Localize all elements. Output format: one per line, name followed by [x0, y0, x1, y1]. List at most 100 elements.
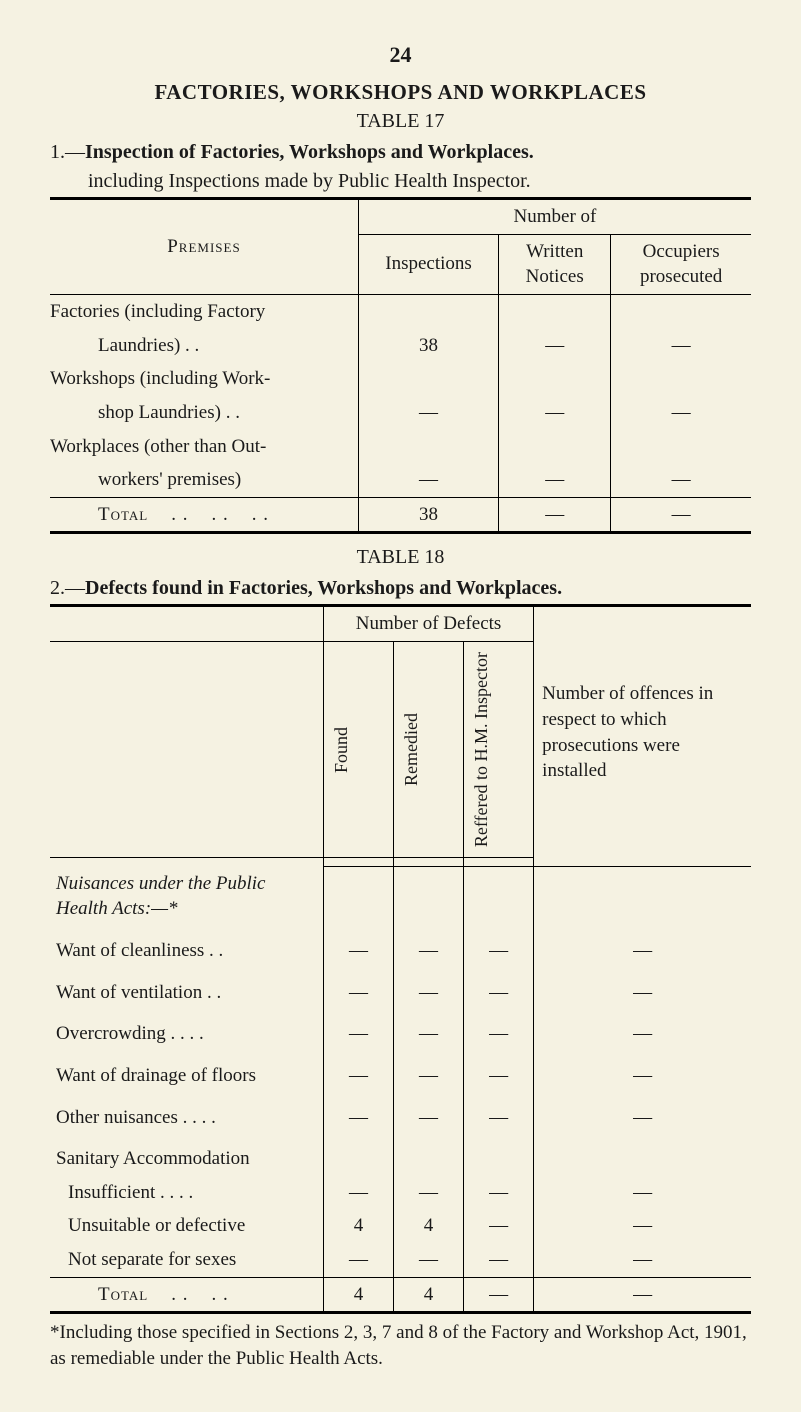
cell: —: [464, 1209, 534, 1243]
cell: 4: [393, 1209, 463, 1243]
table-row: Overcrowding . . . . — — — —: [50, 1017, 751, 1051]
row-label-cont: workers' premises): [50, 463, 358, 497]
col-remedied-text: Remedied: [400, 707, 424, 792]
cell: —: [464, 934, 534, 968]
table-row: Want of ventilation . . — — — —: [50, 976, 751, 1010]
total-label: Total . . . .: [50, 1277, 323, 1313]
table-row: Want of drainage of floors — — — —: [50, 1059, 751, 1093]
cell: [464, 867, 534, 926]
main-title: FACTORIES, WORKSHOPS AND WORKPLACES: [50, 78, 751, 106]
cell: [534, 867, 751, 926]
row-label-cont: Laundries) . .: [50, 329, 358, 363]
cell: —: [464, 1176, 534, 1210]
group-header-row: Nuisances under the Public Health Acts:—…: [50, 867, 751, 926]
cell: [464, 1142, 534, 1176]
cell: —: [393, 934, 463, 968]
group2-header: Sanitary Accommodation: [50, 1142, 323, 1176]
cell: —: [464, 1101, 534, 1135]
cell: —: [611, 497, 751, 533]
row-label: Want of drainage of floors: [50, 1059, 323, 1093]
cell: —: [323, 934, 393, 968]
page-number: 24: [50, 40, 751, 70]
table17-sub: including Inspections made by Public Hea…: [50, 168, 751, 195]
cell: —: [393, 976, 463, 1010]
row-label: Factories (including Factory: [50, 294, 358, 328]
footnote: *Including those specified in Sections 2…: [50, 1320, 751, 1371]
cell: —: [358, 396, 498, 430]
premises-header: Premises: [50, 199, 358, 295]
cell: 4: [393, 1277, 463, 1313]
table-row: Insufficient . . . . — — — —: [50, 1176, 751, 1210]
cell: [611, 362, 751, 396]
cell: —: [534, 1176, 751, 1210]
col-reffered-text: Reffered to H.M. Inspector: [470, 646, 494, 853]
cell: —: [534, 934, 751, 968]
cell: [534, 1142, 751, 1176]
table17-label: TABLE 17: [50, 108, 751, 135]
table-row: Laundries) . . 38 — —: [50, 329, 751, 363]
cell: [499, 430, 611, 464]
cell: 38: [358, 497, 498, 533]
cell: —: [499, 396, 611, 430]
cell: —: [534, 1209, 751, 1243]
row-label: Unsuitable or defective: [50, 1209, 323, 1243]
table-row: Unsuitable or defective 4 4 — —: [50, 1209, 751, 1243]
col-remedied: Remedied: [393, 642, 463, 858]
cell: —: [393, 1176, 463, 1210]
cell: 4: [323, 1209, 393, 1243]
table-row: Not separate for sexes — — — —: [50, 1243, 751, 1277]
cell: —: [393, 1101, 463, 1135]
cell: —: [499, 329, 611, 363]
intro-bold: Defects found in Factories, Workshops an…: [85, 577, 562, 599]
col-found-text: Found: [330, 721, 354, 779]
row-label: Other nuisances . . . .: [50, 1101, 323, 1135]
row-label: Insufficient . . . .: [50, 1176, 323, 1210]
col-found: Found: [323, 642, 393, 858]
row-label: Not separate for sexes: [50, 1243, 323, 1277]
intro-num: 1.—: [50, 141, 85, 163]
table-row: workers' premises) — — —: [50, 463, 751, 497]
cell: —: [534, 1059, 751, 1093]
table-row: Factories (including Factory: [50, 294, 751, 328]
blank-header: [50, 642, 323, 858]
table-row: Other nuisances . . . . — — — —: [50, 1101, 751, 1135]
table-row: Want of cleanliness . . — — — —: [50, 934, 751, 968]
col-reffered: Reffered to H.M. Inspector: [464, 642, 534, 858]
table-row: Workshops (including Work-: [50, 362, 751, 396]
cell: —: [534, 1101, 751, 1135]
group1-header: Nuisances under the Public Health Acts:—…: [50, 867, 323, 926]
cell: —: [358, 463, 498, 497]
cell: 4: [323, 1277, 393, 1313]
cell: [358, 362, 498, 396]
cell: —: [534, 1017, 751, 1051]
cell: —: [611, 463, 751, 497]
cell: —: [464, 1277, 534, 1313]
col-inspections: Inspections: [358, 234, 498, 294]
blank-header: [50, 606, 323, 642]
cell: —: [611, 329, 751, 363]
table-row: Workplaces (other than Out-: [50, 430, 751, 464]
row-label: Workplaces (other than Out-: [50, 430, 358, 464]
total-label-text: Total: [98, 1284, 148, 1305]
total-label-text: Total: [98, 504, 148, 525]
intro-bold: Inspection of Factories, Workshops and W…: [85, 141, 534, 163]
table18-intro: 2.—Defects found in Factories, Workshops…: [50, 575, 751, 602]
cell: —: [464, 1059, 534, 1093]
row-label-cont: shop Laundries) . .: [50, 396, 358, 430]
cell: —: [499, 497, 611, 533]
cell: [499, 294, 611, 328]
cell: [499, 362, 611, 396]
cell: 38: [358, 329, 498, 363]
cell: —: [393, 1017, 463, 1051]
cell: —: [499, 463, 611, 497]
col-written: Written Notices: [499, 234, 611, 294]
cell: [358, 294, 498, 328]
col-offences: Number of offences in respect to which p…: [534, 606, 751, 858]
table-row: shop Laundries) . . — — —: [50, 396, 751, 430]
cell: —: [534, 976, 751, 1010]
cell: —: [323, 1059, 393, 1093]
cell: —: [464, 976, 534, 1010]
cell: —: [393, 1059, 463, 1093]
cell: —: [393, 1243, 463, 1277]
total-row: Total . . . . . . 38 — —: [50, 497, 751, 533]
